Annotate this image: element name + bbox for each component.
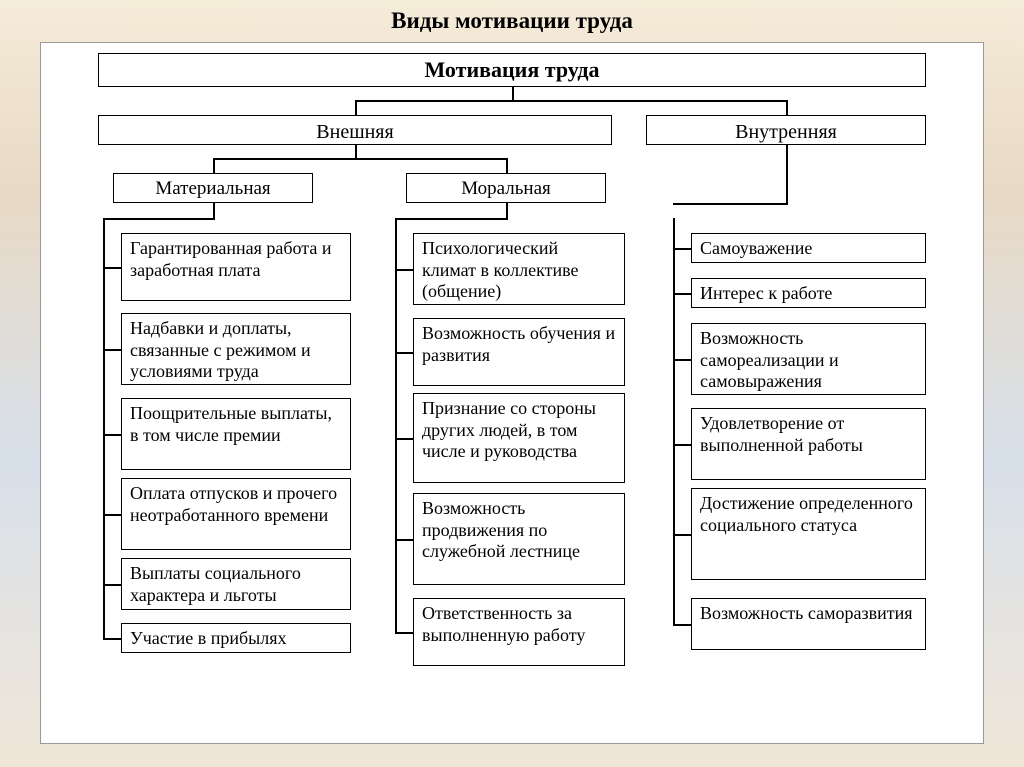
moral-item: Психологический климат в коллективе (общ… [413, 233, 625, 305]
internal-item: Возможность саморазвития [691, 598, 926, 650]
moral-box: Моральная [406, 173, 606, 203]
internal-label: Внутренняя [735, 121, 837, 143]
root-box: Мотивация труда [98, 53, 926, 87]
page-title: Виды мотивации труда [0, 0, 1024, 34]
material-label: Материальная [155, 178, 270, 199]
moral-item: Возможность обучения и развития [413, 318, 625, 386]
internal-item: Достижение определенного социального ста… [691, 488, 926, 580]
moral-item: Признание со стороны других людей, в том… [413, 393, 625, 483]
material-item: Гарантированная работа и заработная плат… [121, 233, 351, 301]
internal-item: Самоуважение [691, 233, 926, 263]
moral-item: Ответственность за выполненную работу [413, 598, 625, 666]
moral-item: Возможность продвижения по служебной лес… [413, 493, 625, 585]
external-box: Внешняя [98, 115, 612, 145]
material-item: Надбавки и доплаты, связанные с режимом … [121, 313, 351, 385]
internal-item: Интерес к работе [691, 278, 926, 308]
root-label: Мотивация труда [424, 57, 599, 82]
material-box: Материальная [113, 173, 313, 203]
internal-box: Внутренняя [646, 115, 926, 145]
internal-item: Возможность самореализации и самовыражен… [691, 323, 926, 395]
diagram-canvas: Мотивация труда Внешняя Внутренняя Матер… [40, 42, 984, 744]
moral-label: Моральная [461, 178, 551, 199]
material-item: Выплаты социального характера и льготы [121, 558, 351, 610]
material-item: Поощрительные выплаты, в том числе преми… [121, 398, 351, 470]
material-item: Участие в прибылях [121, 623, 351, 653]
material-item: Оплата отпусков и прочего неотра­ботанно… [121, 478, 351, 550]
external-label: Внешняя [316, 121, 393, 143]
internal-item: Удовлетворение от выполненной работы [691, 408, 926, 480]
